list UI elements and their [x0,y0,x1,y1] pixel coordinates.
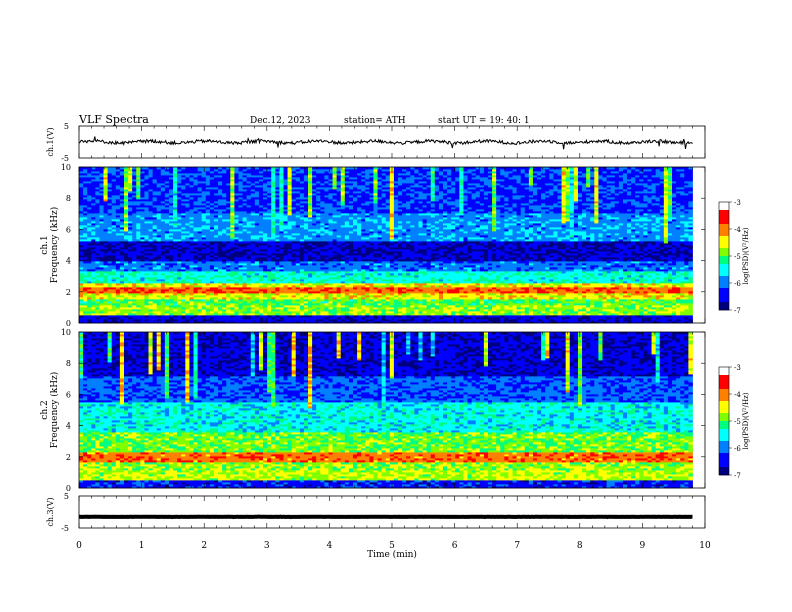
ch1-waveform-ylabel: ch.1(V) [46,127,55,156]
figure-title: VLF Spectra [78,113,149,126]
ch1-ytick-5: 5 [64,122,69,131]
ch1-waveform-panel: 5 -5 ch.1(V) [46,122,705,163]
ch1-waveform-trace [79,136,692,149]
ch1-ytick-neg5: -5 [61,154,69,163]
station-label: station= ATH [344,116,406,126]
date-label: Dec.12, 2023 [250,116,311,126]
ch1-spectrogram-cells [79,167,693,323]
start-time-label: start UT = 19: 40: 1 [438,116,530,126]
